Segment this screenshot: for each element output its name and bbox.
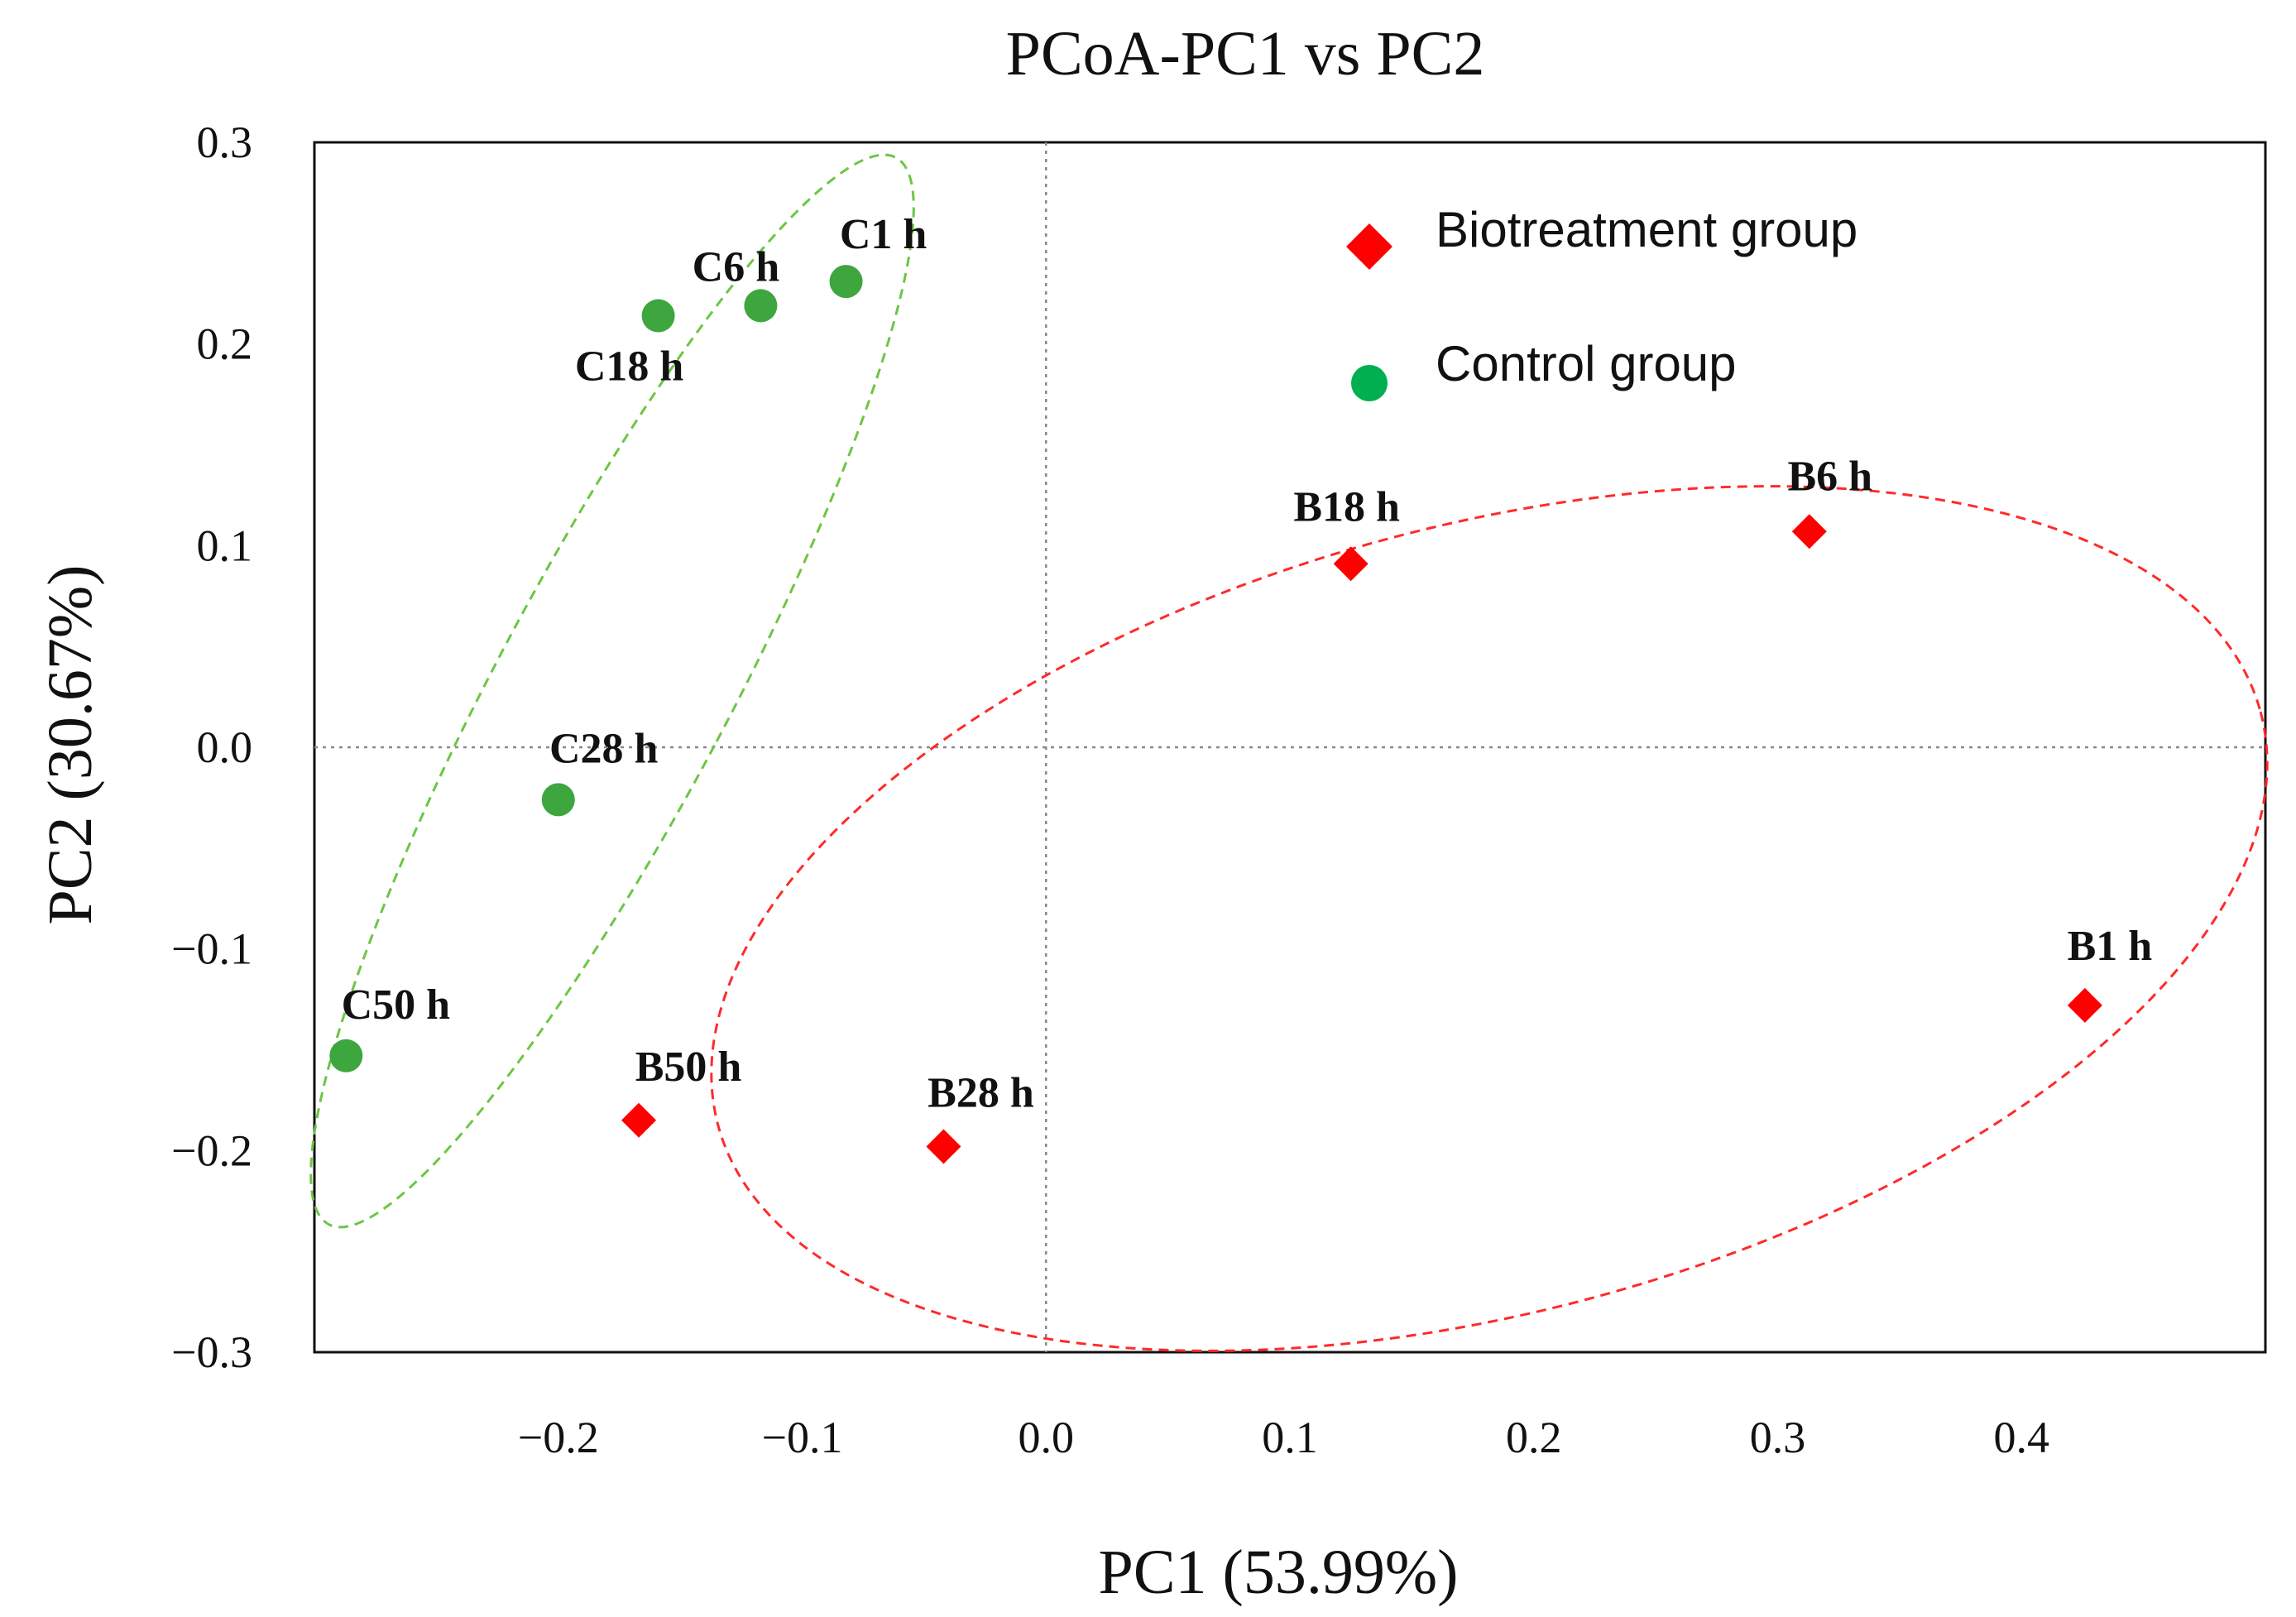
point-c1h [829, 265, 863, 299]
point-b1h [2067, 987, 2102, 1023]
plot-area: B1 h B6 h B18 h B28 h B50 h C1 h C6 h C18 h C28 … [309, 141, 2269, 1354]
point-label-b6h: B6 h [1788, 453, 1873, 500]
y-axis-ticks: 0.3 0.2 0.1 0.0 −0.1 −0.2 −0.3 [171, 118, 252, 1377]
point-label-b50h: B50 h [635, 1044, 742, 1091]
point-label-b28h: B28 h [928, 1069, 1034, 1116]
x-axis-ticks: −0.2 −0.1 0.0 0.1 0.2 0.3 0.4 [518, 1413, 2049, 1462]
point-b28h [926, 1129, 961, 1164]
chart-title: PCoA-PC1 vs PC2 [1006, 19, 1485, 89]
biotreatment-group-ellipse [710, 485, 2269, 1352]
y-tick-label: −0.2 [171, 1125, 252, 1175]
x-tick-label: −0.2 [518, 1413, 599, 1462]
point-label-c1h: C1 h [840, 211, 928, 258]
point-c18h [641, 299, 675, 333]
y-axis-label: PC2 (30.67%) [36, 565, 105, 925]
legend-biotreatment-marker [1346, 223, 1392, 270]
point-b50h [621, 1102, 657, 1138]
x-tick-label: 0.2 [1506, 1413, 1562, 1462]
point-b6h [1791, 514, 1827, 549]
x-axis-label: PC1 (53.99%) [1099, 1538, 1459, 1607]
data-points: B1 h B6 h B18 h B28 h B50 h C1 h C6 h C18 h C28 … [329, 211, 2152, 1164]
control-group-ellipse [309, 153, 915, 1229]
x-tick-label: 0.1 [1262, 1413, 1318, 1462]
legend: Biotreatment group Control group [1346, 202, 1857, 401]
y-tick-label: 0.1 [197, 521, 253, 570]
point-c6h [744, 289, 778, 323]
point-c28h [541, 783, 575, 817]
point-label-c6h: C6 h [693, 243, 780, 290]
point-label-c28h: C28 h [549, 725, 659, 772]
point-label-b1h: B1 h [2068, 923, 2153, 970]
x-tick-label: −0.1 [762, 1413, 843, 1462]
y-tick-label: 0.2 [197, 319, 253, 369]
y-tick-label: 0.0 [197, 722, 253, 772]
point-b18h [1333, 546, 1368, 582]
point-label-b18h: B18 h [1293, 483, 1400, 530]
y-tick-label: −0.3 [171, 1327, 252, 1377]
x-tick-label: 0.0 [1019, 1413, 1075, 1462]
point-c50h [329, 1039, 363, 1072]
legend-control-label: Control group [1436, 336, 1737, 391]
point-label-c50h: C50 h [342, 981, 451, 1029]
y-tick-label: 0.3 [197, 118, 253, 167]
x-tick-label: 0.3 [1750, 1413, 1806, 1462]
y-tick-label: −0.1 [171, 924, 252, 974]
legend-control-marker [1351, 365, 1388, 401]
legend-biotreatment-label: Biotreatment group [1436, 202, 1857, 257]
x-tick-label: 0.4 [1994, 1413, 2050, 1462]
point-label-c18h: C18 h [575, 343, 684, 391]
